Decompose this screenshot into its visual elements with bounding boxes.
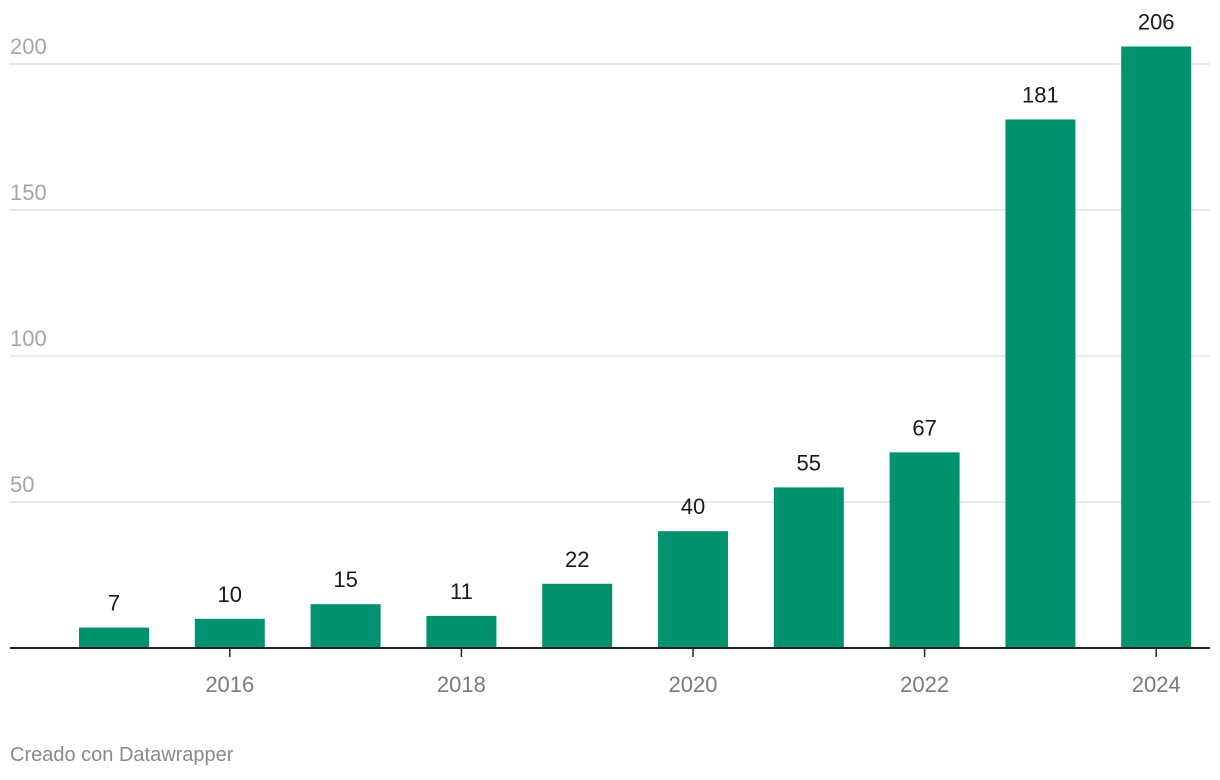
bar-2020 xyxy=(658,531,728,648)
value-label-2019: 22 xyxy=(565,547,589,572)
y-tick-label-100: 100 xyxy=(10,326,47,351)
bars xyxy=(79,46,1192,649)
x-axis-ticks: 2016 2018 2020 2022 2024 xyxy=(205,648,1181,697)
value-label-2016: 10 xyxy=(218,582,242,607)
value-label-2021: 55 xyxy=(797,450,821,475)
value-label-2020: 40 xyxy=(681,494,705,519)
value-label-2024: 206 xyxy=(1138,9,1175,34)
bar-2019 xyxy=(542,583,613,648)
credit-text: Creado con Datawrapper xyxy=(10,744,234,766)
value-labels: 7 10 15 11 22 40 55 67 181 206 xyxy=(108,9,1175,615)
x-tick-label-2022: 2022 xyxy=(900,672,949,697)
bar-2015 xyxy=(79,627,149,648)
bar-2021 xyxy=(773,487,844,648)
y-tick-label-50: 50 xyxy=(10,472,34,497)
value-label-2015: 7 xyxy=(108,591,120,616)
value-label-2018: 11 xyxy=(450,579,473,604)
x-tick-label-2024: 2024 xyxy=(1132,672,1181,697)
bar-2023 xyxy=(1005,119,1076,649)
value-label-2023: 181 xyxy=(1022,82,1059,107)
bar-2016 xyxy=(194,618,265,648)
bar-2024 xyxy=(1121,46,1192,649)
x-tick-label-2016: 2016 xyxy=(205,672,254,697)
y-tick-label-200: 200 xyxy=(10,34,47,59)
y-axis-labels: 50 100 150 200 xyxy=(10,34,47,497)
value-label-2017: 15 xyxy=(333,567,357,592)
x-tick-label-2018: 2018 xyxy=(437,672,486,697)
y-tick-label-150: 150 xyxy=(10,180,47,205)
bar-2018 xyxy=(426,615,497,648)
x-tick-label-2020: 2020 xyxy=(669,672,718,697)
bar-2022 xyxy=(889,452,960,648)
bar-2017 xyxy=(310,604,381,648)
value-label-2022: 67 xyxy=(912,415,936,440)
